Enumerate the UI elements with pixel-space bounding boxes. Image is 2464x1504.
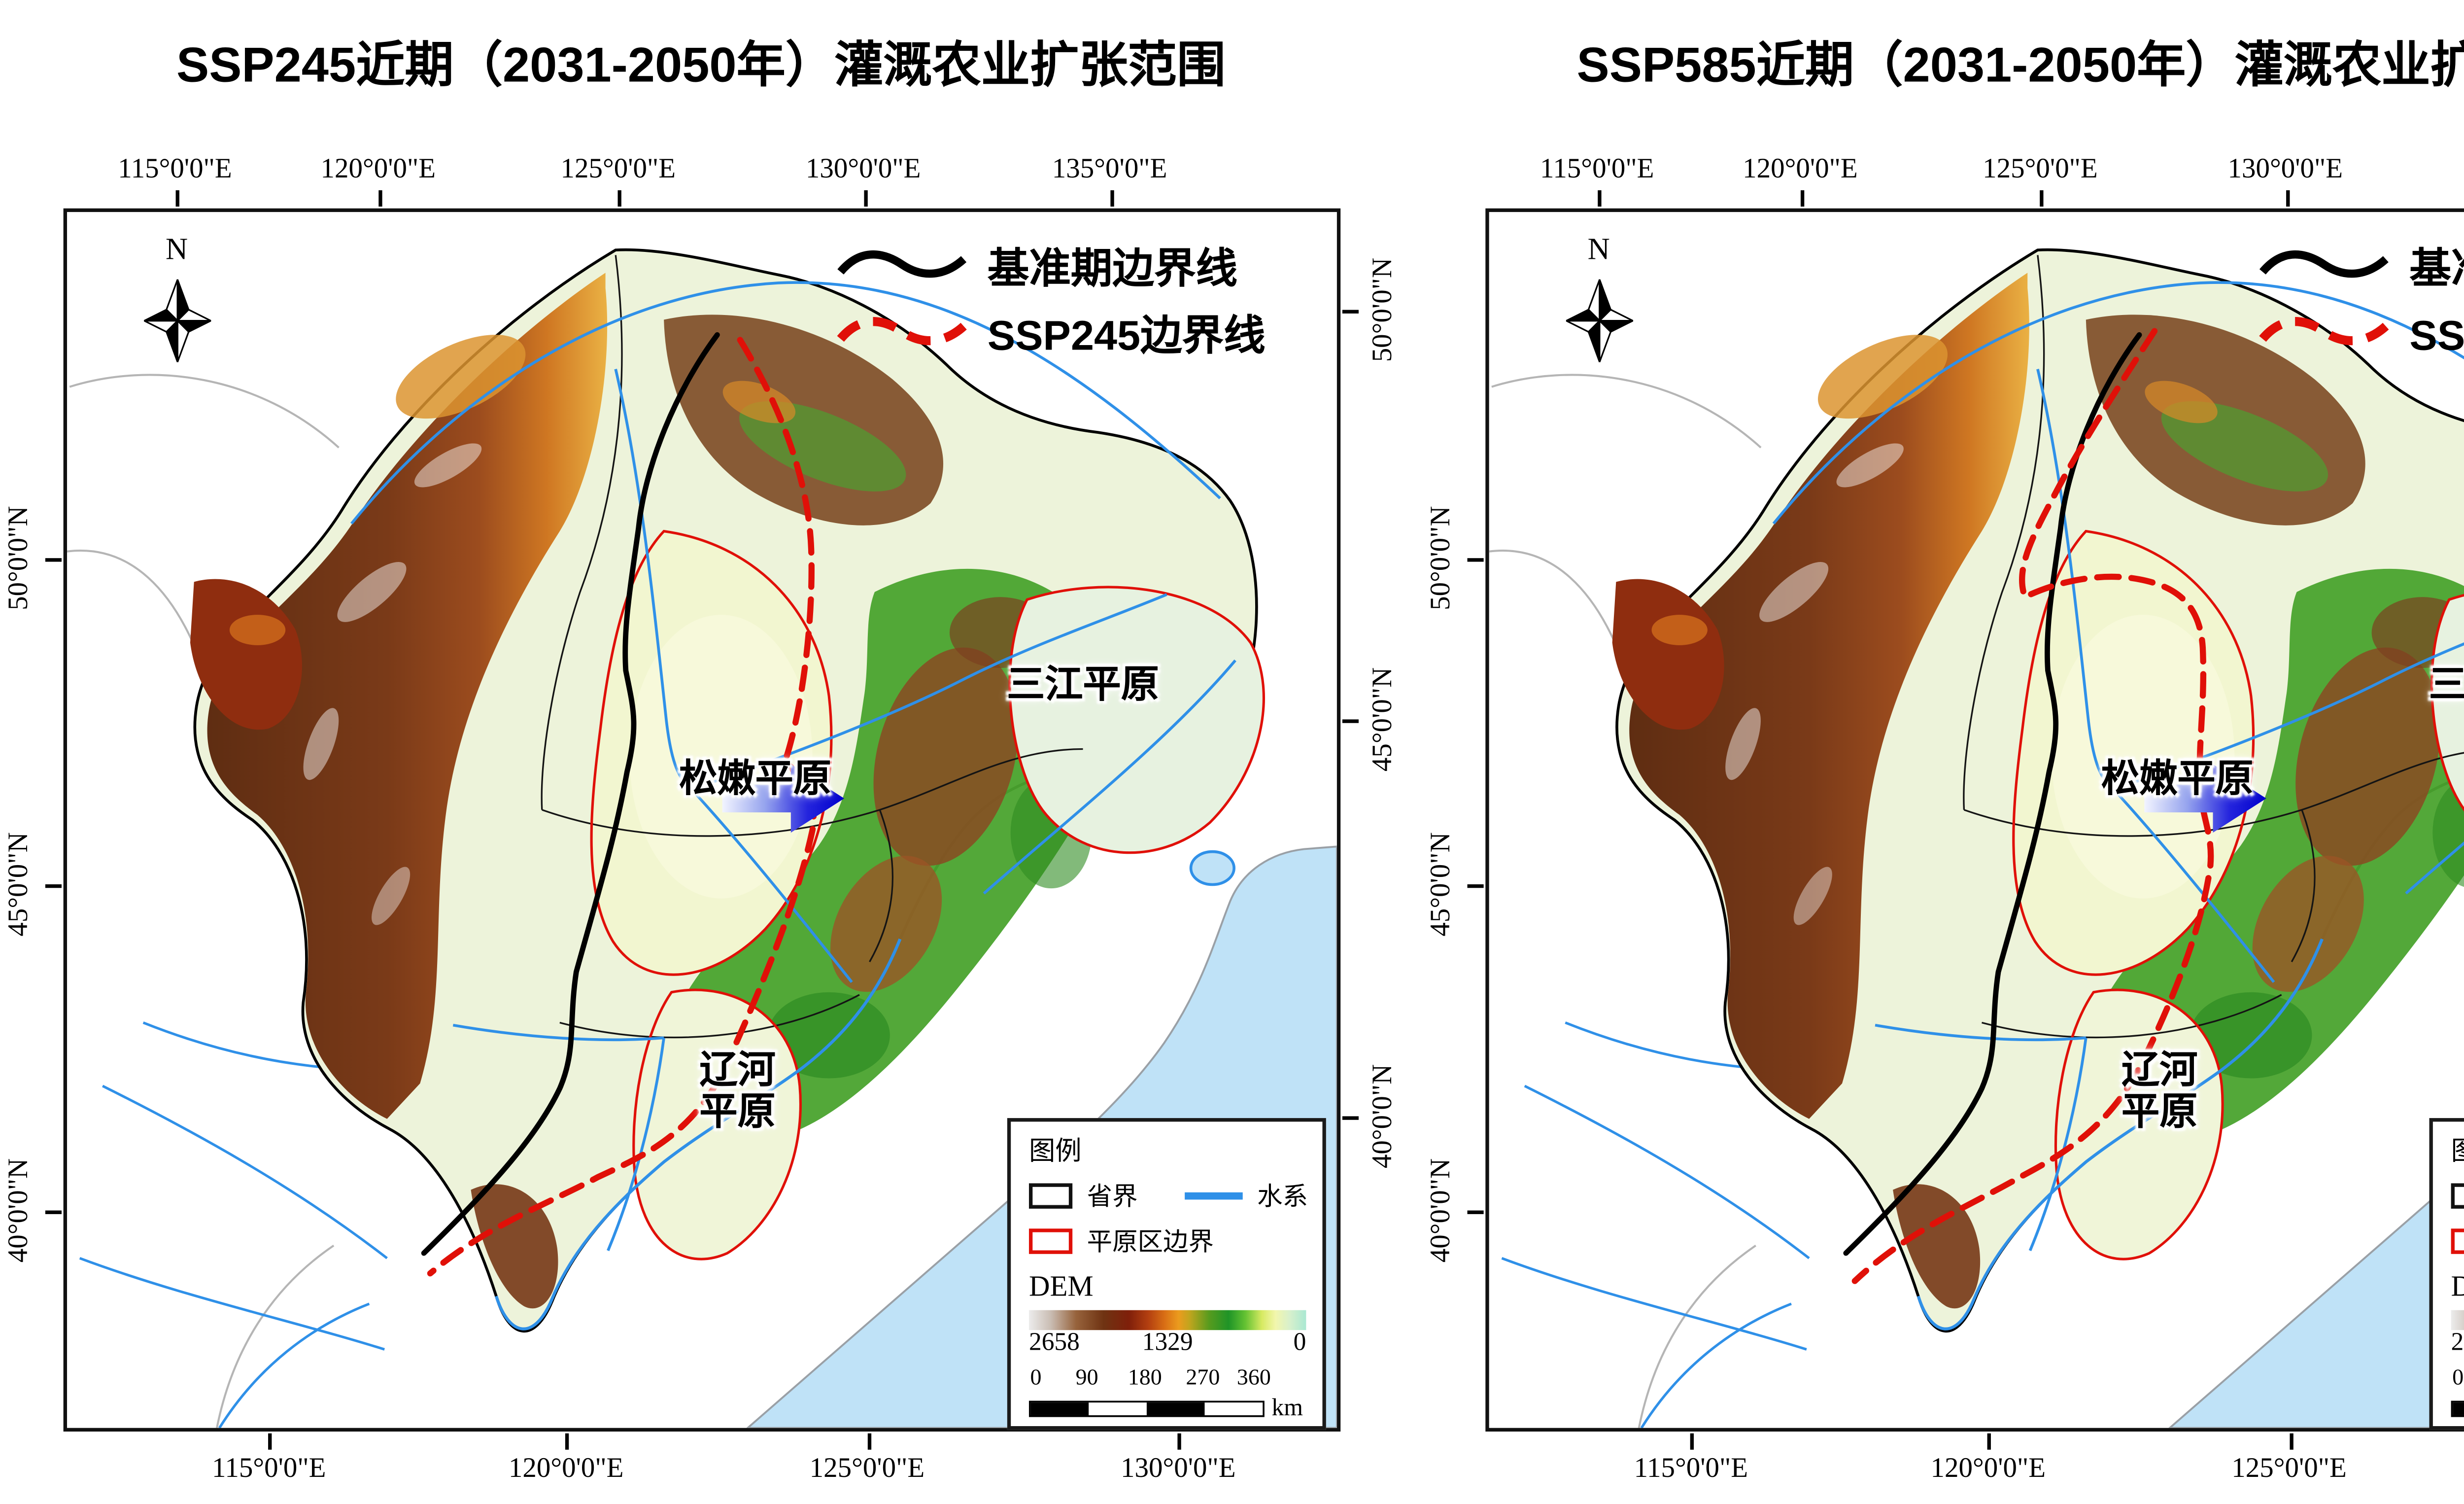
tick bbox=[2285, 190, 2289, 207]
label-sanjiang-plain: 三江平原 bbox=[1007, 664, 1159, 706]
legend-row-baseline: 基准期边界线 bbox=[2258, 232, 2464, 299]
boundary-legend: 基准期边界线 SSP245边界线 bbox=[835, 232, 1266, 366]
tick bbox=[1178, 1433, 1182, 1450]
legend-box: 图例 省界 水系 平原区边界 DEM 2658 1329 0 bbox=[1007, 1118, 1326, 1430]
panel-ssp585: SSP585近期（2031-2050年）灌溉农业扩张范围 115 bbox=[1401, 0, 2464, 1504]
scalebar-unit: km bbox=[1271, 1393, 1303, 1421]
legend-box: 图例 省界 水系 平原区边界 DEM 2658 1329 0 bbox=[2429, 1118, 2464, 1430]
map-canvas bbox=[1489, 212, 2464, 1428]
tick bbox=[175, 190, 179, 207]
expansion-arrow-icon bbox=[2144, 764, 2266, 833]
label-songnen-plain: 松嫩平原 bbox=[679, 759, 832, 801]
legend-title: 图例 bbox=[1028, 1138, 1082, 1167]
compass-icon bbox=[1565, 279, 1633, 362]
north-label: N bbox=[1587, 231, 1610, 266]
label-liaohe-plain: 辽河 平原 bbox=[2122, 1050, 2198, 1134]
tick bbox=[1342, 309, 1359, 313]
tick bbox=[618, 190, 622, 207]
scenario-boundary-line bbox=[427, 337, 817, 1277]
legend-province-label: 省界 bbox=[1087, 1181, 1138, 1211]
dem-color-ramp bbox=[1028, 1310, 1306, 1330]
tick bbox=[1988, 1433, 1992, 1450]
legend-row-scenario: SSP245边界线 bbox=[835, 299, 1266, 366]
tick bbox=[1800, 190, 1804, 207]
tick bbox=[1342, 1117, 1359, 1120]
dem-label: DEM bbox=[1028, 1272, 1094, 1303]
tick bbox=[867, 1433, 871, 1450]
scalebar: km bbox=[1028, 1393, 1304, 1423]
scenario-boundary-line bbox=[1851, 328, 2214, 1284]
province-boundary-icon bbox=[2451, 1183, 2464, 1209]
tick bbox=[45, 559, 62, 562]
boundary-legend: 基准期边界线 SSP585边界线 bbox=[2258, 232, 2464, 366]
scalebar-ticks: 0 90 180 270 360 bbox=[1030, 1364, 1271, 1390]
north-arrow: N bbox=[137, 232, 217, 380]
tick bbox=[1467, 1210, 1484, 1214]
tick bbox=[45, 1210, 62, 1214]
plain-boundary-icon bbox=[2451, 1228, 2464, 1254]
tick bbox=[1342, 720, 1359, 724]
compass-icon bbox=[143, 279, 210, 362]
tick bbox=[863, 190, 867, 207]
water-line-icon bbox=[1185, 1192, 1243, 1199]
tick bbox=[2289, 1433, 2293, 1450]
north-label: N bbox=[166, 231, 188, 266]
expansion-arrow-icon bbox=[722, 764, 845, 833]
label-sanjiang-plain: 三江平原 bbox=[2429, 664, 2464, 706]
scalebar-ticks: 0 90 180 270 360 bbox=[2452, 1364, 2464, 1390]
legend-title: 图例 bbox=[2451, 1131, 2464, 1169]
scalebar: km bbox=[2451, 1394, 2464, 1423]
panel-ssp245: SSP245近期（2031-2050年）灌溉农业扩张范围 bbox=[3, 38, 1399, 1484]
label-liaohe-plain: 辽河 平原 bbox=[699, 1050, 776, 1134]
dem-color-ramp bbox=[2451, 1310, 2464, 1330]
tick bbox=[1109, 190, 1113, 207]
tick bbox=[566, 1433, 570, 1450]
tick bbox=[1467, 559, 1484, 562]
label-songnen-plain: 松嫩平原 bbox=[2101, 759, 2254, 801]
north-arrow: N bbox=[1559, 232, 1639, 380]
page-title: SSP245近期（2031-2050年）灌溉农业扩张范围 bbox=[176, 38, 1226, 93]
scenario-line-icon bbox=[2259, 317, 2389, 346]
map-frame: 115°0'0"E 120°0'0"E 125°0'0"E 130°0'0"E … bbox=[3, 154, 1399, 1484]
tick bbox=[1597, 190, 1601, 207]
dem-label: DEM bbox=[2451, 1272, 2464, 1305]
legend-row-scenario: SSP585边界线 bbox=[2258, 299, 2464, 366]
tick bbox=[378, 190, 382, 207]
plain-boundary-icon bbox=[1028, 1228, 1073, 1254]
dem-ticks: 2658 1329 0 bbox=[2451, 1330, 2464, 1358]
baseline-boundary-line bbox=[1843, 332, 2142, 1256]
map-canvas bbox=[67, 212, 1337, 1428]
tick bbox=[1691, 1433, 1695, 1450]
baseline-boundary-line bbox=[421, 332, 720, 1256]
province-boundary-icon bbox=[1028, 1183, 1073, 1209]
tick bbox=[1467, 884, 1484, 888]
legend-plain-label: 平原区边界 bbox=[1087, 1226, 1214, 1256]
scenario-line-icon bbox=[837, 317, 967, 346]
page-title: SSP585近期（2031-2050年）灌溉农业扩张范围 bbox=[1576, 38, 2464, 93]
tick bbox=[45, 884, 62, 888]
tick bbox=[269, 1433, 273, 1450]
dem-ticks: 2658 1329 0 bbox=[1028, 1330, 1306, 1358]
map-frame: 115°0'0"E 120°0'0"E 125°0'0"E 130°0'0"E … bbox=[1426, 154, 2464, 1484]
legend-water-label: 水系 bbox=[1257, 1181, 1308, 1211]
baseline-line-icon bbox=[837, 250, 967, 279]
legend-row-baseline: 基准期边界线 bbox=[835, 232, 1266, 299]
tick bbox=[2040, 190, 2044, 207]
baseline-line-icon bbox=[2259, 250, 2389, 279]
